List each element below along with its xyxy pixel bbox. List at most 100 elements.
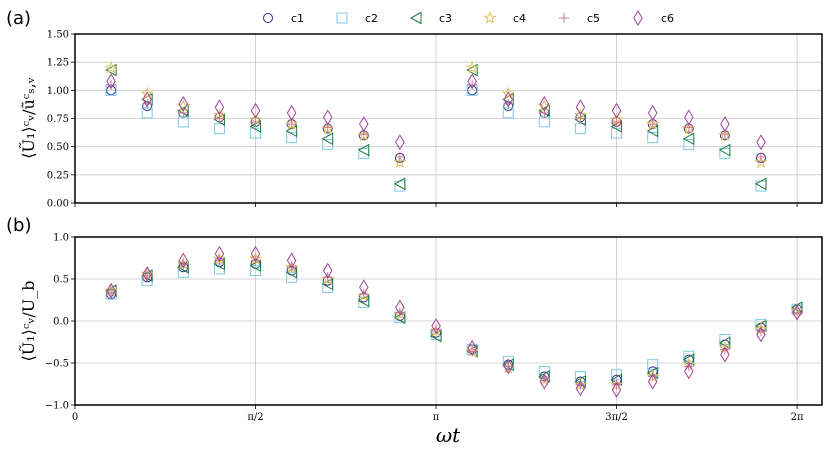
data-point-c2 xyxy=(574,123,586,135)
plot-frame xyxy=(74,236,823,406)
data-point-c2 xyxy=(250,127,262,139)
legend-label-c1: c1 xyxy=(291,12,304,25)
data-point-c3 xyxy=(682,132,695,146)
data-point-c6 xyxy=(539,373,550,390)
y-tick-label: 0.75 xyxy=(47,114,69,125)
data-point-c5 xyxy=(539,107,550,118)
y-axis-label-b: ⟨Ũ₁⟩ᶜᵥ/U_b xyxy=(18,281,38,362)
data-point-c3 xyxy=(357,143,370,157)
data-point-c6 xyxy=(684,363,694,380)
legend-marker-c3 xyxy=(409,11,422,25)
y-axis-label-a: ⟨Ũ₁⟩ᶜᵥ/ũᶜₛ,ᵥ xyxy=(18,77,38,159)
legend-marker-c4 xyxy=(483,11,497,24)
legend: c1 c2 c3 c4 c5 c6 xyxy=(263,10,674,26)
data-point-c4 xyxy=(465,60,479,74)
data-point-c5 xyxy=(394,151,405,162)
data-point-c4 xyxy=(754,155,768,169)
legend-label-c4: c4 xyxy=(513,12,526,25)
panel-label-b: (b) xyxy=(6,215,31,236)
legend-label-c2: c2 xyxy=(365,12,378,25)
data-point-c6 xyxy=(647,104,658,121)
data-point-c3 xyxy=(321,132,334,146)
legend-label-c3: c3 xyxy=(439,12,452,25)
data-point-c4 xyxy=(104,60,118,74)
data-point-c6 xyxy=(395,299,405,316)
data-point-c4 xyxy=(501,86,515,100)
legend-label-c6: c6 xyxy=(661,12,674,25)
data-point-c6 xyxy=(684,109,694,126)
data-point-c5 xyxy=(719,344,730,355)
legend-marker-c2 xyxy=(336,12,348,24)
y-tick-label: 0.5 xyxy=(53,275,69,286)
data-point-c2 xyxy=(719,147,731,159)
data-point-c6 xyxy=(503,358,514,375)
y-tick-label: 1.25 xyxy=(47,58,69,69)
data-point-c3 xyxy=(393,177,406,191)
data-point-c3 xyxy=(105,63,117,77)
legend-marker-c6 xyxy=(633,10,643,26)
panel-b: −1.0 −0.5 0.0 0.5 1.0 0 π/2 π 3π/2 2π xyxy=(45,233,823,423)
data-point-c6 xyxy=(539,95,550,112)
data-point-c6 xyxy=(756,134,766,151)
data-point-c2 xyxy=(322,138,334,150)
data-point-c6 xyxy=(611,102,622,119)
y-tick-label: −0.5 xyxy=(45,359,69,370)
data-point-c4 xyxy=(393,155,407,169)
x-tick-label: π/2 xyxy=(247,412,263,423)
data-point-c6 xyxy=(792,304,802,321)
data-point-c2 xyxy=(213,123,225,135)
data-point-c6 xyxy=(142,91,152,108)
data-point-c5 xyxy=(647,371,658,382)
data-point-c6 xyxy=(720,346,730,363)
y-tick-label: 1.0 xyxy=(53,233,69,244)
y-tick-label: −1.0 xyxy=(45,401,69,412)
data-point-c2 xyxy=(647,132,659,144)
data-point-c6 xyxy=(178,95,189,112)
data-point-c6 xyxy=(322,109,333,126)
data-point-c6 xyxy=(503,91,514,108)
plot-frame xyxy=(74,33,823,204)
data-point-c6 xyxy=(575,380,586,397)
data-point-c3 xyxy=(718,143,731,157)
data-point-c6 xyxy=(575,99,586,116)
data-point-c6 xyxy=(756,326,766,343)
data-point-c6 xyxy=(214,245,225,262)
data-point-c5 xyxy=(755,151,766,162)
data-point-c5 xyxy=(178,107,189,118)
y-tick-label: 0.25 xyxy=(47,170,69,181)
data-point-c6 xyxy=(250,245,261,262)
data-point-c5 xyxy=(611,379,622,390)
data-point-c6 xyxy=(720,116,730,133)
data-point-c6 xyxy=(178,252,189,269)
data-point-c3 xyxy=(754,177,767,191)
x-axis-label: ωt xyxy=(436,423,461,447)
y-tick-label: 1.00 xyxy=(47,86,69,97)
panel-a: 0.00 0.25 0.50 0.75 1.00 1.25 1.50 xyxy=(47,30,823,210)
panel-label-a: (a) xyxy=(6,8,31,29)
x-tick-label: π xyxy=(433,412,440,423)
data-point-c6 xyxy=(322,262,333,279)
data-point-c2 xyxy=(358,147,370,159)
data-point-c6 xyxy=(286,104,297,121)
data-point-c6 xyxy=(467,339,477,356)
data-point-c6 xyxy=(250,102,261,119)
data-point-c4 xyxy=(140,86,154,100)
data-point-c6 xyxy=(431,318,441,335)
x-tick-label: 3π/2 xyxy=(605,412,628,423)
data-point-c6 xyxy=(467,73,477,90)
data-point-c2 xyxy=(611,127,623,139)
data-point-c5 xyxy=(503,361,514,372)
data-point-c6 xyxy=(286,252,297,269)
data-point-c3 xyxy=(466,63,478,77)
legend-marker-c5 xyxy=(559,13,569,23)
data-point-c6 xyxy=(395,134,405,151)
data-point-c5 xyxy=(792,307,803,318)
y-tick-label: 1.50 xyxy=(47,30,69,41)
data-point-c6 xyxy=(359,279,369,296)
data-point-c5 xyxy=(683,361,694,372)
data-point-c6 xyxy=(611,381,622,398)
data-point-c6 xyxy=(359,116,369,133)
data-point-c2 xyxy=(683,138,695,150)
data-point-c6 xyxy=(106,73,116,90)
